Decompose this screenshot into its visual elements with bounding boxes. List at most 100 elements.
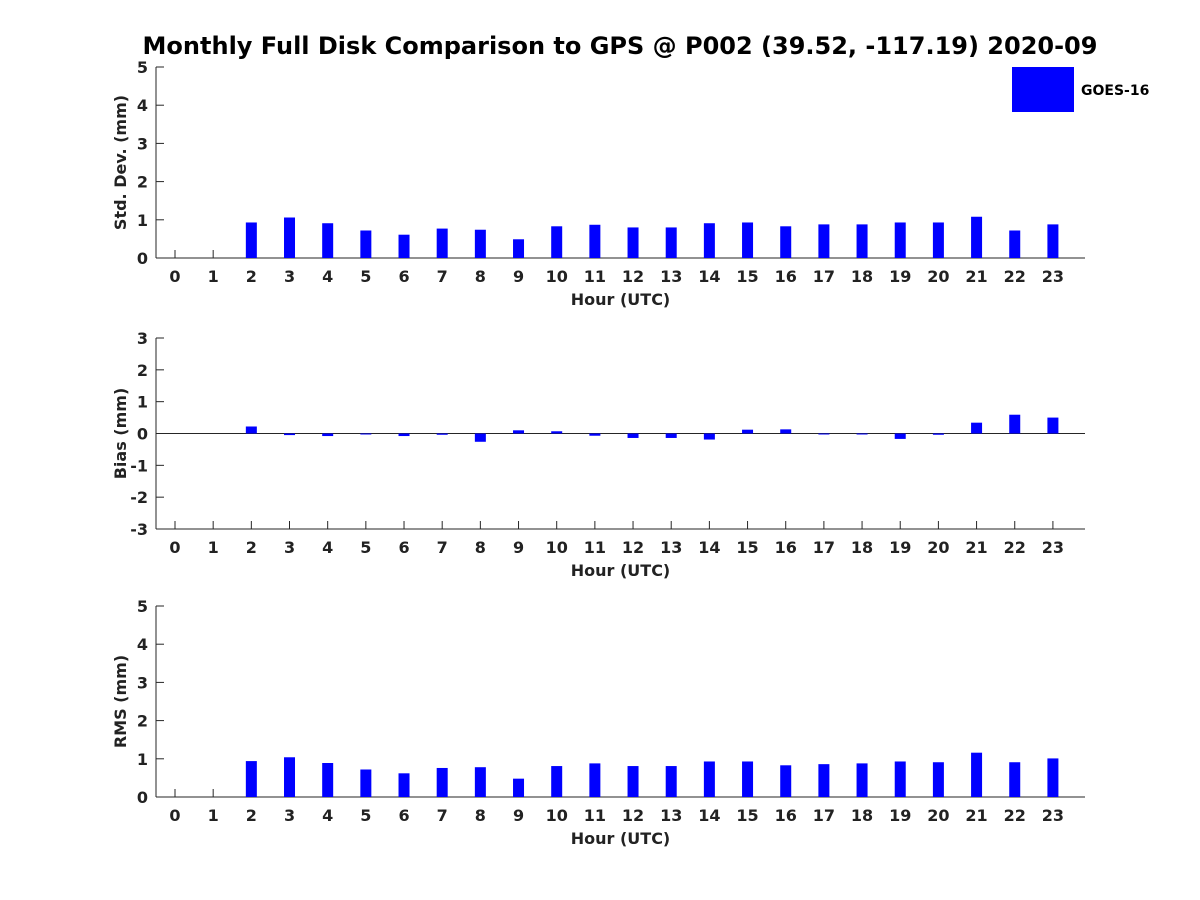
rms-bar [436, 767, 448, 797]
std-dev-x-tick-label: 14 [698, 267, 720, 286]
bias-bar [818, 433, 830, 435]
std-dev-bar [551, 226, 563, 258]
rms-y-tick-label: 3 [137, 673, 148, 692]
bias-y-tick-label: -1 [130, 456, 148, 475]
bias-y-tick-label: 2 [137, 361, 148, 380]
bias-x-tick-label: 18 [851, 538, 873, 557]
bias-x-tick-label: 0 [169, 538, 180, 557]
std-dev-bar [971, 216, 983, 258]
bias-x-tick-label: 12 [622, 538, 644, 557]
rms-bar [1047, 758, 1059, 797]
std-dev-y-tick-label: 3 [137, 134, 148, 153]
rms-bar [894, 761, 906, 797]
std-dev-bar [665, 227, 677, 258]
rms-bar [245, 761, 257, 797]
bias-x-tick-label: 23 [1042, 538, 1064, 557]
std-dev-x-tick-label: 10 [546, 267, 568, 286]
figure-title: Monthly Full Disk Comparison to GPS @ P0… [143, 32, 1098, 60]
std-dev-x-tick-label: 3 [284, 267, 295, 286]
bias-x-tick-label: 1 [208, 538, 219, 557]
rms-y-tick-label: 5 [137, 597, 148, 616]
bias-bar [284, 433, 296, 436]
std-dev-x-tick-label: 1 [208, 267, 219, 286]
bias-bar [398, 433, 410, 437]
bias-bar [856, 433, 868, 435]
bias-x-tick-label: 16 [775, 538, 797, 557]
bias-bar [322, 433, 334, 437]
rms-bar [513, 778, 525, 797]
bias-x-tick-label: 13 [660, 538, 682, 557]
rms-y-tick-label: 2 [137, 712, 148, 731]
rms-x-tick-label: 0 [169, 806, 180, 825]
bias-bar [627, 433, 639, 438]
rms-x-tick-label: 14 [698, 806, 720, 825]
std-dev-x-tick-label: 8 [475, 267, 486, 286]
std-dev-x-tick-label: 7 [437, 267, 448, 286]
bias-x-tick-label: 8 [475, 538, 486, 557]
std-dev-bar [474, 229, 486, 258]
std-dev-bar [703, 223, 715, 258]
std-dev-y-tick-label: 1 [137, 211, 148, 230]
rms-x-tick-label: 11 [584, 806, 606, 825]
std-dev-bar [818, 224, 830, 258]
bias-x-tick-label: 6 [398, 538, 409, 557]
bias-x-tick-label: 5 [360, 538, 371, 557]
rms-y-tick-label: 4 [137, 635, 148, 654]
bias-bar [894, 433, 906, 439]
rms-x-tick-label: 1 [208, 806, 219, 825]
std-dev-y-tick-label: 5 [137, 58, 148, 77]
rms-bar [971, 752, 983, 797]
rms-bar [665, 766, 677, 797]
std-dev-bar [589, 224, 601, 258]
rms-x-tick-label: 2 [246, 806, 257, 825]
std-dev-y-tick-label: 4 [137, 96, 148, 115]
std-dev-bar [856, 224, 868, 258]
rms-x-tick-label: 7 [437, 806, 448, 825]
std-dev-y-tick-label: 2 [137, 173, 148, 192]
std-dev-x-tick-label: 11 [584, 267, 606, 286]
legend-swatch [1012, 67, 1074, 112]
std-dev-x-tick-label: 16 [775, 267, 797, 286]
rms-bar [1009, 762, 1021, 797]
bias-y-tick-label: 0 [137, 425, 148, 444]
bias-x-axis-label: Hour (UTC) [571, 561, 671, 580]
bias-bar [971, 422, 983, 434]
rms-bar [627, 766, 639, 797]
rms-bar [398, 773, 410, 797]
std-dev-y-axis-label: Std. Dev. (mm) [111, 95, 130, 230]
bias-bar [742, 429, 754, 434]
std-dev-x-tick-label: 12 [622, 267, 644, 286]
rms-y-tick-label: 0 [137, 788, 148, 807]
std-dev-x-tick-label: 4 [322, 267, 333, 286]
rms-x-tick-label: 12 [622, 806, 644, 825]
rms-x-tick-label: 16 [775, 806, 797, 825]
std-dev-bar [1009, 230, 1021, 258]
std-dev-x-tick-label: 15 [736, 267, 758, 286]
rms-bar [360, 769, 372, 797]
std-dev-bar [894, 222, 906, 258]
bias-x-tick-label: 19 [889, 538, 911, 557]
bias-bar [1009, 414, 1021, 434]
std-dev-x-tick-label: 18 [851, 267, 873, 286]
std-dev-x-tick-label: 17 [813, 267, 835, 286]
bias-bar [360, 433, 372, 435]
rms-y-tick-label: 1 [137, 750, 148, 769]
rms-x-tick-label: 23 [1042, 806, 1064, 825]
rms-bar [284, 757, 296, 797]
bias-bar [589, 433, 601, 436]
bias-bar [665, 433, 677, 438]
bias-x-tick-label: 9 [513, 538, 524, 557]
std-dev-x-tick-label: 0 [169, 267, 180, 286]
rms-x-tick-label: 9 [513, 806, 524, 825]
bias-x-tick-label: 4 [322, 538, 333, 557]
std-dev-bar [360, 230, 372, 258]
rms-x-axis-label: Hour (UTC) [571, 829, 671, 848]
bias-bar [932, 433, 944, 435]
rms-x-tick-label: 20 [927, 806, 949, 825]
rms-bar [589, 763, 601, 797]
bias-bar [703, 433, 715, 440]
rms-bar [932, 762, 944, 797]
